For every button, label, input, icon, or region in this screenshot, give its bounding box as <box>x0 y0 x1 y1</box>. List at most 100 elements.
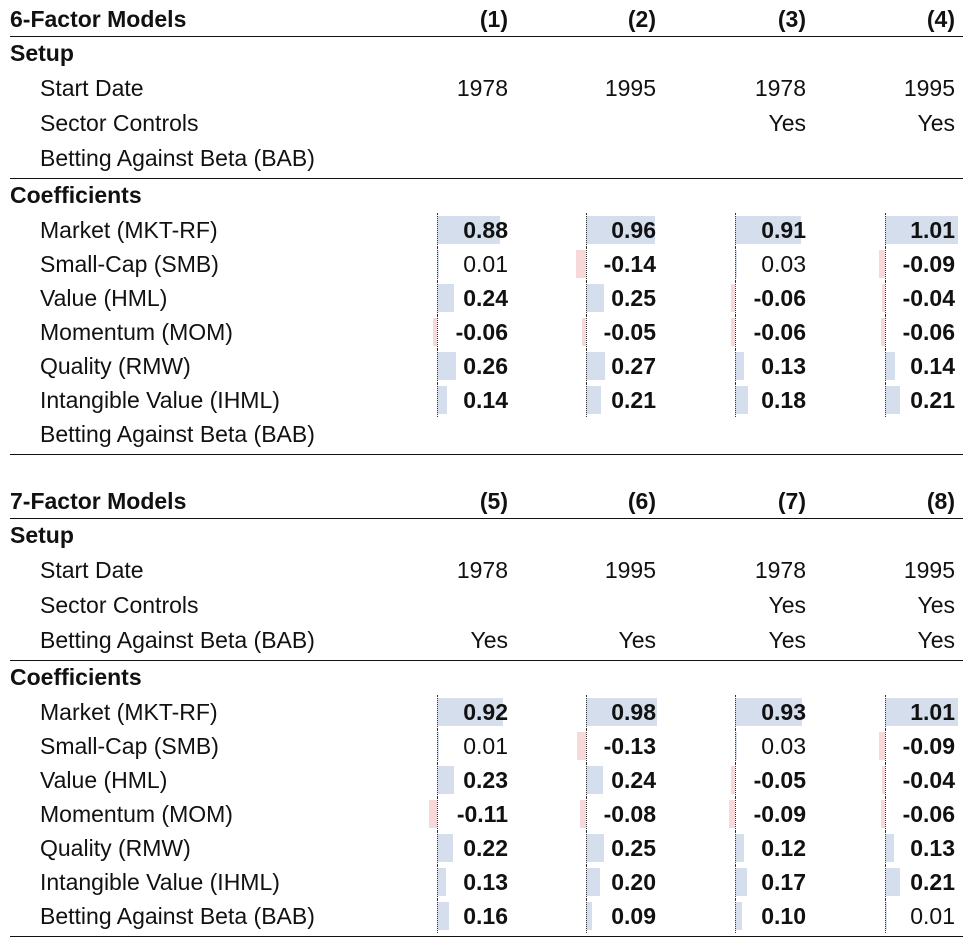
zero-axis-line <box>586 865 587 899</box>
coefficient-bar <box>437 834 453 862</box>
coefficient-row-label: Market (MKT-RF) <box>40 217 218 243</box>
coefficient-value: 0.03 <box>666 729 806 763</box>
coefficient-value: 0.17 <box>666 865 806 899</box>
coefficient-value: 0.14 <box>368 383 508 417</box>
coefficient-bar <box>882 766 885 794</box>
coefficient-value-text: -0.06 <box>753 319 806 345</box>
coefficient-value: 0.03 <box>666 247 806 281</box>
coefficient-bar <box>437 698 504 726</box>
coefficient-value <box>666 417 806 451</box>
zero-axis-line <box>885 797 886 831</box>
setup-cell: 1978 <box>754 75 806 101</box>
zero-axis-line <box>437 383 438 417</box>
coefficient-value: 0.10 <box>666 899 806 933</box>
zero-axis-line <box>735 865 736 899</box>
zero-axis-line <box>885 831 886 865</box>
coefficient-row-label: Momentum (MOM) <box>40 319 233 345</box>
setup-row: Start Date 1978 1995 1978 1995 <box>10 71 963 105</box>
coefficient-value-text: -0.06 <box>902 801 955 827</box>
zero-axis-line <box>586 763 587 797</box>
coefficient-value-text: 0.27 <box>611 353 656 379</box>
coefficient-value-text: 1.01 <box>910 699 955 725</box>
panel-header-row: 6-Factor Models (1) (2) (3) (4) <box>10 2 963 36</box>
coefficients-heading: Coefficients <box>10 182 142 208</box>
coefficient-value-text: 0.09 <box>611 903 656 929</box>
coefficient-bar <box>880 318 885 346</box>
zero-axis-line <box>885 349 886 383</box>
column-header: (3) <box>777 6 806 32</box>
coefficient-bar <box>437 352 456 380</box>
coefficient-bar <box>882 284 885 312</box>
column-header: (7) <box>777 488 806 514</box>
coefficient-value-text: 0.23 <box>463 767 508 793</box>
zero-axis-line <box>586 831 587 865</box>
setup-cell: 1978 <box>754 557 806 583</box>
column-header: (2) <box>627 6 656 32</box>
coefficient-bar <box>586 834 604 862</box>
coefficient-row: Market (MKT-RF) 0.92 0.98 0.93 1.01 <box>10 695 963 729</box>
coefficient-value-text: 0.14 <box>463 387 508 413</box>
coefficient-bar <box>437 868 447 896</box>
setup-cell: Yes <box>768 110 806 136</box>
coefficient-value: 0.25 <box>516 281 656 315</box>
coefficient-value: 1.01 <box>815 695 955 729</box>
coefficient-value <box>368 417 508 451</box>
coefficient-row: Momentum (MOM) -0.11 -0.08 -0.09 -0.06 <box>10 797 963 831</box>
zero-axis-line <box>885 763 886 797</box>
coefficient-bar <box>586 902 593 930</box>
coefficient-bar <box>586 352 606 380</box>
coefficient-value: 0.01 <box>368 247 508 281</box>
coefficient-bar <box>735 386 748 414</box>
coefficient-row: Quality (RMW) 0.22 0.25 0.12 0.13 <box>10 831 963 865</box>
zero-axis-line <box>437 797 438 831</box>
setup-row: Sector Controls Yes Yes <box>10 588 963 622</box>
coefficient-value: 0.12 <box>666 831 806 865</box>
coefficient-value: -0.14 <box>516 247 656 281</box>
coefficient-value: 0.21 <box>516 383 656 417</box>
zero-axis-line <box>885 315 886 349</box>
setup-row: Betting Against Beta (BAB) <box>10 141 963 175</box>
coefficient-bar <box>429 800 437 828</box>
coefficient-value: 0.25 <box>516 831 656 865</box>
zero-axis-line <box>586 695 587 729</box>
coefficient-row: Small-Cap (SMB) 0.01 -0.14 0.03 -0.09 <box>10 247 963 281</box>
coefficient-value-text: 0.01 <box>910 903 955 929</box>
setup-cell <box>666 141 806 175</box>
coefficient-value-text: 0.24 <box>463 285 508 311</box>
coefficient-value: -0.06 <box>815 797 955 831</box>
coefficient-value-text: 0.24 <box>611 767 656 793</box>
setup-cell: 1995 <box>604 75 656 101</box>
coefficient-value-text: 0.26 <box>463 353 508 379</box>
coefficient-row-label: Betting Against Beta (BAB) <box>40 421 315 447</box>
zero-axis-line <box>735 383 736 417</box>
coefficient-bar <box>885 698 958 726</box>
coefficient-value-text: 0.21 <box>611 387 656 413</box>
zero-axis-line <box>586 281 587 315</box>
coefficient-bar <box>885 386 901 414</box>
coefficient-row-label: Intangible Value (IHML) <box>40 869 280 895</box>
section-rule <box>10 660 963 661</box>
coefficient-value: 0.01 <box>815 899 955 933</box>
coefficient-value-text: 0.12 <box>761 835 806 861</box>
zero-axis-line <box>586 797 587 831</box>
setup-cell <box>368 106 508 140</box>
coefficient-value-text: -0.13 <box>603 733 656 759</box>
setup-cell: Yes <box>768 592 806 618</box>
coefficient-bar <box>586 766 604 794</box>
coefficient-bar <box>735 732 738 760</box>
setup-row-label: Betting Against Beta (BAB) <box>40 627 315 653</box>
bottom-rule <box>10 936 963 937</box>
setup-cell: Yes <box>768 627 806 653</box>
setup-cell: 1978 <box>456 75 508 101</box>
coefficient-bar <box>586 386 602 414</box>
coefficient-value-text: 0.91 <box>761 217 806 243</box>
setup-heading: Setup <box>10 40 74 66</box>
coefficient-bar <box>580 800 586 828</box>
coefficient-value: -0.09 <box>666 797 806 831</box>
coefficient-value: 0.24 <box>368 281 508 315</box>
zero-axis-line <box>885 695 886 729</box>
setup-row: Betting Against Beta (BAB) Yes Yes Yes Yes <box>10 623 963 657</box>
zero-axis-line <box>586 729 587 763</box>
column-header: (5) <box>479 488 508 514</box>
coefficient-value-text: -0.05 <box>753 767 806 793</box>
